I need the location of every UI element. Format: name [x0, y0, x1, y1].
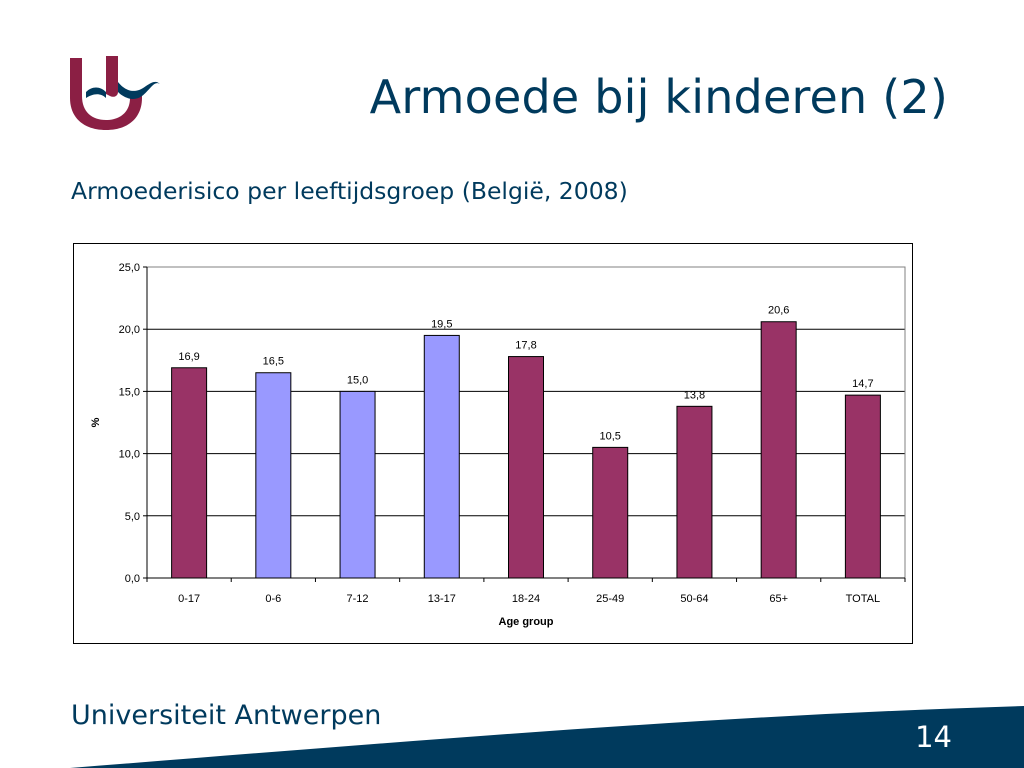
- bar-5064: [676, 405, 713, 579]
- footer-band: [70, 706, 1024, 768]
- university-name-part2: Antwerpen: [225, 700, 382, 731]
- value-label: 15,0: [347, 374, 368, 386]
- y-tick-label: 10,0: [119, 449, 140, 461]
- x-tick-label: 50-64: [680, 593, 708, 605]
- bar-1824: [508, 356, 544, 579]
- y-tick-label: 0,0: [125, 573, 140, 585]
- bar-017: [171, 367, 208, 579]
- bar-1317: [423, 334, 460, 579]
- value-label: 16,5: [263, 356, 284, 368]
- value-label: 17,8: [515, 340, 536, 352]
- page-number: 14: [915, 720, 952, 754]
- bar-06: [255, 372, 292, 579]
- value-label: 14,7: [852, 378, 873, 390]
- university-name: Universiteit Antwerpen: [71, 700, 381, 731]
- value-label: 10,5: [600, 430, 621, 442]
- bar-chart: 0,0 5,0 10,0 15,0 20,0 25,0 0-17 0-6 7-12 13-17 1…: [90, 262, 906, 628]
- x-axis: 0-17 0-6 7-12 13-17 18-24 25-49 50-64 65+ TOTAL: [146, 577, 906, 605]
- x-tick-label: 7-12: [347, 593, 369, 605]
- bar-65: [760, 321, 797, 579]
- value-label: 20,6: [768, 305, 789, 317]
- x-tick-label: 18-24: [512, 593, 540, 605]
- value-label: 16,9: [178, 351, 199, 363]
- x-tick-label: 65+: [769, 593, 788, 605]
- x-tick-label: 25-49: [596, 593, 624, 605]
- y-tick-label: 5,0: [125, 511, 140, 523]
- bar-2549: [592, 446, 629, 579]
- x-tick-label: 13-17: [428, 593, 456, 605]
- y-tick-label: 25,0: [119, 262, 140, 274]
- y-axis-title: %: [90, 417, 102, 427]
- x-axis-title: Age group: [499, 616, 554, 628]
- x-tick-label: TOTAL: [846, 593, 880, 605]
- ua-logo-icon: [70, 56, 160, 130]
- value-label: 13,8: [684, 389, 705, 401]
- bars: [171, 321, 881, 579]
- value-label: 19,5: [431, 318, 452, 330]
- value-labels: 16,9 16,5 15,0 19,5 17,8 10,5 13,8 20,6 14,7: [178, 305, 873, 443]
- x-tick-label: 0-6: [265, 593, 281, 605]
- x-tick-label: 0-17: [178, 593, 200, 605]
- slide-title: Armoede bij kinderen (2): [369, 70, 948, 124]
- university-name-part1: Universiteit: [71, 700, 226, 731]
- slide-subtitle: Armoederisico per leeftijdsgroep (België…: [71, 177, 628, 205]
- y-tick-label: 20,0: [119, 324, 140, 336]
- bar-712: [339, 390, 376, 579]
- y-axis: 0,0 5,0 10,0 15,0 20,0 25,0: [119, 262, 148, 585]
- y-tick-label: 15,0: [119, 386, 140, 398]
- bar-total: [844, 394, 881, 579]
